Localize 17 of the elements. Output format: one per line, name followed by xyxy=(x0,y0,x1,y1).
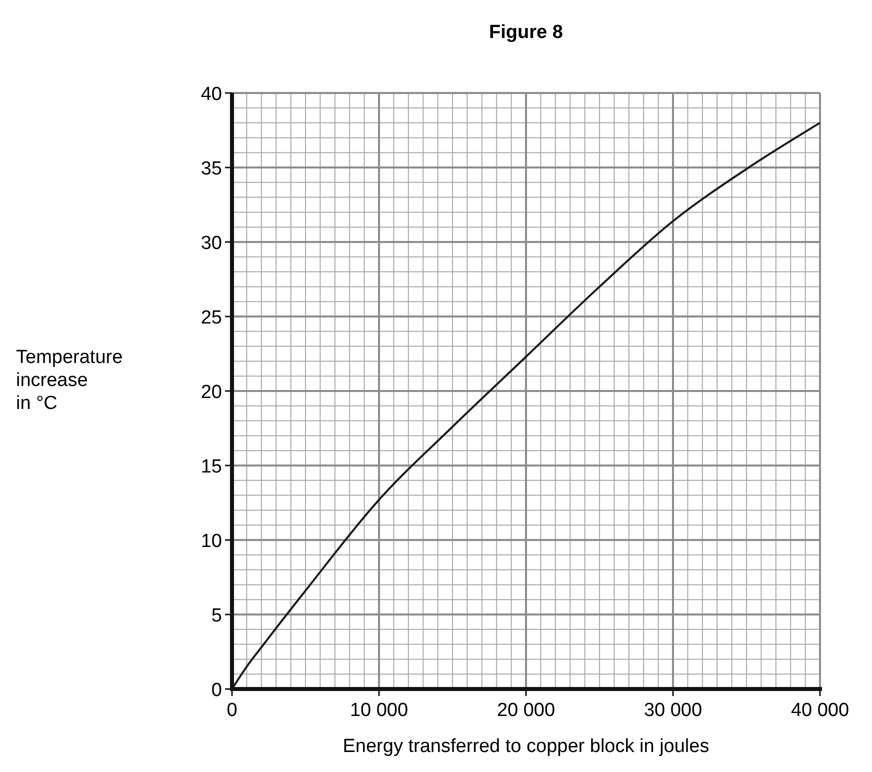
y-axis-title: Temperature increase in °C xyxy=(16,347,123,414)
y-tick-label: 5 xyxy=(211,606,222,626)
x-tick-label: 10 000 xyxy=(350,700,408,721)
x-tick-label: 40 000 xyxy=(790,700,850,721)
y-tick-label: 10 xyxy=(200,531,222,552)
y-tick-label: 0 xyxy=(211,680,222,701)
y-tick-label: 30 xyxy=(200,233,222,254)
x-tick-label: 20 000 xyxy=(496,700,556,721)
chart-title: Figure 8 xyxy=(489,22,563,43)
x-axis-title: Energy transferred to copper block in joules xyxy=(342,736,710,757)
x-tick-label: 30 000 xyxy=(644,700,702,721)
y-tick-label: 15 xyxy=(200,456,222,478)
x-tick-label: 0 xyxy=(226,700,238,721)
y-tick-label: 25 xyxy=(200,308,222,328)
y-tick-label: 40 xyxy=(200,84,222,105)
y-tick-label: 20 xyxy=(200,382,222,403)
y-tick-label: 35 xyxy=(200,158,222,180)
